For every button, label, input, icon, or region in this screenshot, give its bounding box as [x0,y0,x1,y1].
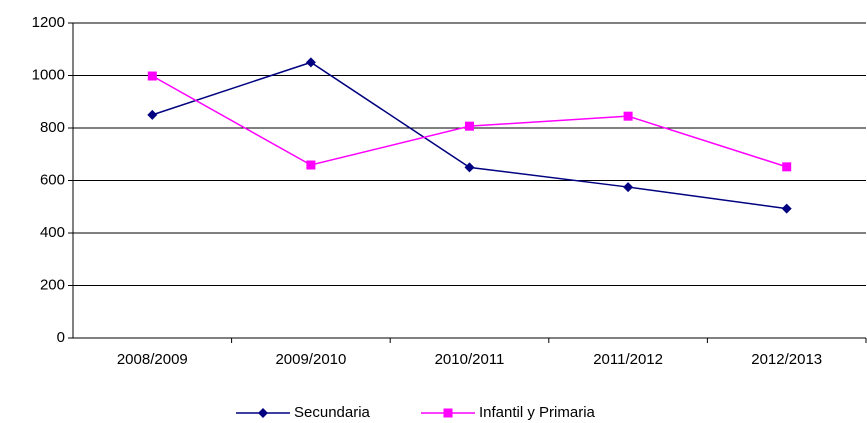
y-tick-label: 600 [40,171,65,188]
series-line [151,75,787,168]
y-tick-label: 1200 [32,14,65,31]
data-point [306,160,316,170]
data-point [781,203,792,214]
data-point [147,109,158,120]
x-tick-label: 2010/2011 [435,351,505,368]
data-point [623,111,633,121]
legend-marker [443,408,453,418]
data-point [782,162,792,172]
data-point [305,57,316,68]
x-tick-label: 2011/2012 [593,351,663,368]
y-tick-label: 800 [40,119,65,136]
y-tick-label: 400 [40,224,65,241]
data-point [465,121,474,131]
y-tick-label: 0 [57,329,65,346]
y-tick-label: 1000 [32,66,65,83]
legend-marker [258,408,268,418]
x-tick-label: 2012/2013 [751,351,822,368]
x-tick-label: 2009/2010 [275,351,346,368]
data-point [147,71,157,81]
y-tick-label: 200 [40,276,65,293]
data-point [464,162,475,173]
legend-label: Secundaria [294,404,371,421]
data-point [623,182,634,193]
legend-label: Infantil y Primaria [479,404,596,421]
x-tick-label: 2008/2009 [117,351,188,368]
series-line [152,61,787,210]
